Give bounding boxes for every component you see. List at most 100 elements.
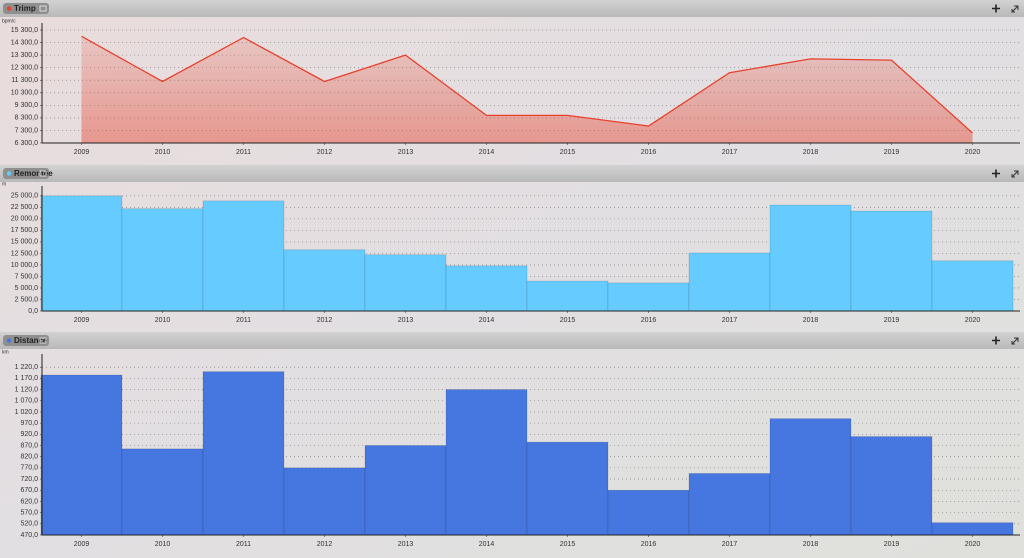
title-pill[interactable] (3, 168, 49, 179)
x-tick-label: 2015 (560, 541, 576, 548)
y-tick-label: 9 300,0 (15, 102, 38, 109)
y-tick-label: 620,0 (20, 498, 38, 505)
panel-title: Trimp (14, 4, 36, 13)
x-tick-label: 2015 (560, 149, 576, 156)
x-tick-label: 2014 (479, 541, 495, 548)
expand-button[interactable] (1011, 5, 1019, 13)
bar (283, 467, 366, 536)
x-tick-label: 2015 (560, 317, 576, 324)
y-tick-label: 720,0 (20, 476, 38, 483)
add-button[interactable] (992, 336, 1000, 345)
y-tick-label: 5 000,0 (15, 285, 38, 292)
x-tick-label: 2014 (479, 317, 495, 324)
legend-dot (6, 171, 12, 176)
bar (607, 282, 690, 312)
area (81, 36, 973, 144)
y-tick-label: 670,0 (20, 487, 38, 494)
bar (364, 254, 447, 312)
y-tick-label: 970,0 (20, 420, 38, 427)
y-tick-label: 12 300,0 (11, 65, 38, 72)
y-tick-label: 13 300,0 (11, 52, 38, 59)
comment-icon (39, 337, 47, 344)
bar (850, 436, 933, 536)
x-tick-label: 2011 (236, 541, 251, 548)
x-tick-label: 2014 (479, 149, 495, 156)
panel-title: Distance (14, 336, 48, 345)
y-tick-label: 7 500,0 (15, 273, 38, 280)
bar (40, 195, 123, 312)
y-tick-label: 0,0 (28, 308, 38, 315)
bar (688, 252, 771, 312)
y-tick-label: 7 300,0 (15, 127, 38, 134)
panel-header (0, 0, 1024, 17)
bar (202, 371, 285, 536)
y-tick-label: 17 500,0 (11, 227, 38, 234)
x-tick-label: 2009 (74, 541, 90, 548)
y-tick-label: 520,0 (20, 521, 38, 528)
x-tick-label: 2016 (641, 541, 657, 548)
x-tick-label: 2012 (317, 149, 333, 156)
bar (526, 441, 609, 536)
y-tick-label: 920,0 (20, 431, 38, 438)
x-tick-label: 2017 (722, 541, 738, 548)
bar (445, 389, 528, 536)
expand-button[interactable] (1011, 170, 1019, 178)
legend-dot (6, 6, 12, 11)
panel-header (0, 332, 1024, 349)
bar (769, 418, 852, 536)
y-tick-label: 1 020,0 (15, 409, 38, 416)
x-tick-label: 2020 (965, 149, 981, 156)
y-tick-label: 10 300,0 (11, 90, 38, 97)
line (81, 35, 973, 134)
x-tick-label: 2018 (803, 317, 819, 324)
title-pill[interactable] (3, 3, 49, 14)
bar (40, 374, 123, 536)
add-button[interactable] (992, 4, 1000, 13)
y-tick-label: 1 170,0 (15, 375, 38, 382)
y-tick-label: 1 220,0 (15, 364, 38, 371)
y-tick-label: 1 070,0 (15, 398, 38, 405)
bar (445, 265, 528, 312)
x-tick-label: 2012 (317, 541, 333, 548)
x-tick-label: 2009 (74, 317, 90, 324)
x-tick-label: 2010 (155, 149, 171, 156)
x-tick-label: 2012 (317, 317, 333, 324)
x-tick-label: 2017 (722, 317, 738, 324)
y-tick-label: 6 300,0 (15, 140, 38, 147)
x-tick-label: 2019 (884, 317, 900, 324)
bar (526, 280, 609, 312)
title-pill[interactable] (3, 335, 49, 346)
x-tick-label: 2013 (398, 541, 414, 548)
bar (202, 200, 285, 312)
bar (121, 448, 204, 536)
bar (688, 473, 771, 536)
x-tick-label: 2018 (803, 541, 819, 548)
x-tick-label: 2018 (803, 149, 819, 156)
y-tick-label: 570,0 (20, 509, 38, 516)
unit-label: km (2, 349, 9, 355)
bar (607, 489, 690, 536)
bar (121, 208, 204, 312)
bar (283, 249, 366, 312)
bar (931, 522, 1014, 536)
unit-label: m (2, 181, 6, 187)
x-tick-label: 2017 (722, 149, 738, 156)
y-tick-label: 20 000,0 (11, 216, 38, 223)
x-tick-label: 2020 (965, 541, 981, 548)
y-tick-label: 22 500,0 (11, 204, 38, 211)
x-tick-label: 2013 (398, 317, 414, 324)
y-tick-label: 14 300,0 (11, 39, 38, 46)
expand-button[interactable] (1011, 337, 1019, 345)
unit-label: bpm/c (2, 18, 16, 24)
x-tick-label: 2019 (884, 149, 900, 156)
y-tick-label: 12 500,0 (11, 250, 38, 257)
comment-icon (39, 170, 47, 177)
y-tick-label: 770,0 (20, 465, 38, 472)
bar (364, 445, 447, 536)
add-button[interactable] (992, 169, 1000, 178)
y-tick-label: 820,0 (20, 454, 38, 461)
x-tick-label: 2019 (884, 541, 900, 548)
y-tick-label: 15 300,0 (11, 27, 38, 34)
